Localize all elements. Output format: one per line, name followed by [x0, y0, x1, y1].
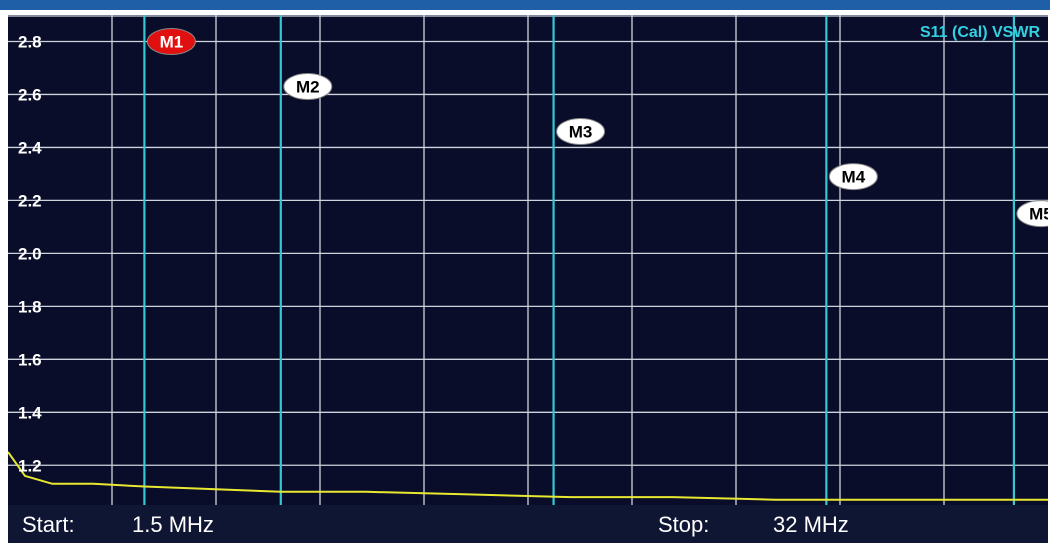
marker-badge-m3: M3	[556, 118, 606, 146]
stop-label: Stop:	[658, 512, 710, 537]
trace-line	[8, 451, 1048, 501]
marker-badge-m2: M2	[283, 73, 333, 101]
chart-title: S11 (Cal) VSWR	[920, 24, 1040, 41]
marker-badge-shape	[283, 73, 333, 101]
marker-label: M3	[569, 123, 593, 142]
frequency-footer: Start: 1.5 MHz Stop: 32 MHz	[8, 505, 1048, 543]
y-tick-label: 2.0	[18, 244, 42, 263]
marker-badge-m4: M4	[828, 163, 878, 191]
stop-value: 32 MHz	[773, 512, 849, 537]
y-tick-label: 2.2	[18, 191, 42, 210]
marker-label: M2	[296, 78, 320, 97]
marker-badge-shape	[828, 163, 878, 191]
marker-badge-m5: M5	[1016, 200, 1048, 228]
marker-badge-m1: M1	[146, 27, 196, 55]
marker-badge-shape	[146, 27, 196, 55]
trace	[8, 451, 1048, 501]
y-tick-label: 1.2	[18, 456, 42, 475]
marker-lines	[143, 15, 1016, 505]
start-value: 1.5 MHz	[132, 512, 214, 537]
y-tick-label: 1.8	[18, 297, 42, 316]
grid	[8, 15, 1048, 505]
marker-badges: M1 M2 M3 M4 M5	[146, 27, 1048, 228]
marker-badge-shape	[556, 118, 606, 146]
marker-badge-shape	[1016, 200, 1048, 228]
marker-label: M5	[1029, 205, 1048, 224]
marker-label: M4	[842, 168, 866, 187]
vswr-chart: 2.8 2.6 2.4 2.2 2.0 1.8 1.6 1.4 1.2 M1 M2 M3 M4 M5 S…	[8, 15, 1048, 505]
start-label: Start:	[22, 512, 75, 537]
y-axis-ticks: 2.8 2.6 2.4 2.2 2.0 1.8 1.6 1.4 1.2	[18, 32, 42, 475]
y-tick-label: 2.8	[18, 32, 42, 51]
y-tick-label: 2.4	[18, 138, 42, 157]
top-bar	[0, 0, 1050, 10]
y-tick-label: 2.6	[18, 85, 42, 104]
y-tick-label: 1.6	[18, 350, 42, 369]
marker-label: M1	[160, 32, 184, 51]
y-tick-label: 1.4	[18, 403, 42, 422]
